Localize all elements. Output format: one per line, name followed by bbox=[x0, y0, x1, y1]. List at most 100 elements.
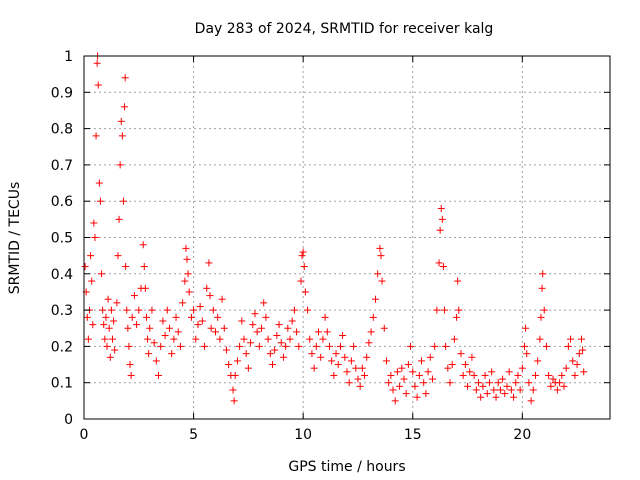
data-point bbox=[516, 386, 524, 394]
data-point bbox=[83, 313, 91, 321]
data-point bbox=[448, 361, 456, 369]
y-tick-label: 0.6 bbox=[51, 194, 73, 210]
data-point bbox=[155, 371, 163, 379]
data-point bbox=[472, 386, 480, 394]
data-point bbox=[442, 342, 450, 350]
data-point bbox=[365, 339, 373, 347]
data-point bbox=[114, 252, 122, 260]
data-point bbox=[361, 371, 369, 379]
data-point bbox=[454, 277, 462, 285]
data-point bbox=[220, 324, 228, 332]
data-point bbox=[525, 379, 533, 387]
data-point bbox=[96, 197, 104, 205]
data-point bbox=[450, 335, 458, 343]
data-point bbox=[424, 368, 432, 376]
data-point bbox=[161, 332, 169, 340]
data-point bbox=[229, 386, 237, 394]
x-axis-label: GPS time / hours bbox=[288, 459, 405, 475]
data-point bbox=[172, 313, 180, 321]
data-point bbox=[279, 353, 287, 361]
data-point bbox=[233, 357, 241, 365]
data-point bbox=[579, 346, 587, 354]
data-point bbox=[380, 324, 388, 332]
data-point bbox=[396, 382, 404, 390]
data-point bbox=[336, 342, 344, 350]
data-point bbox=[356, 382, 364, 390]
data-point bbox=[192, 335, 200, 343]
data-point bbox=[286, 335, 294, 343]
data-point bbox=[523, 350, 531, 358]
data-point bbox=[446, 379, 454, 387]
data-point bbox=[115, 215, 123, 223]
data-point bbox=[549, 375, 557, 383]
data-point bbox=[470, 371, 478, 379]
data-point bbox=[444, 364, 452, 372]
data-point bbox=[230, 397, 238, 405]
data-point bbox=[415, 371, 423, 379]
data-point bbox=[343, 368, 351, 376]
y-tick-label: 0.2 bbox=[51, 339, 73, 355]
data-point bbox=[179, 299, 187, 307]
data-point bbox=[105, 324, 113, 332]
data-point bbox=[126, 361, 134, 369]
data-point bbox=[409, 368, 417, 376]
x-tick-label: 0 bbox=[80, 427, 89, 443]
data-point bbox=[183, 255, 191, 263]
data-point bbox=[273, 332, 281, 340]
data-point bbox=[367, 328, 375, 336]
data-point bbox=[152, 357, 160, 365]
x-tick-label: 10 bbox=[294, 427, 312, 443]
data-point bbox=[306, 335, 314, 343]
data-point bbox=[435, 259, 443, 267]
data-point bbox=[464, 382, 472, 390]
y-tick-label: 0.3 bbox=[51, 303, 73, 319]
data-point bbox=[560, 382, 568, 390]
data-point bbox=[514, 371, 522, 379]
y-tick-label: 1 bbox=[64, 49, 73, 65]
data-point bbox=[249, 321, 257, 329]
data-point bbox=[496, 386, 504, 394]
data-point bbox=[87, 252, 95, 260]
data-point bbox=[103, 342, 111, 350]
data-point bbox=[238, 317, 246, 325]
data-point bbox=[437, 204, 445, 212]
data-point bbox=[198, 317, 206, 325]
data-point bbox=[288, 317, 296, 325]
data-point bbox=[420, 379, 428, 387]
data-point bbox=[436, 226, 444, 234]
data-point bbox=[113, 299, 121, 307]
y-tick-label: 0.5 bbox=[51, 231, 73, 247]
plot-frame bbox=[83, 55, 611, 420]
data-point bbox=[124, 324, 132, 332]
data-point bbox=[258, 324, 266, 332]
data-point bbox=[531, 371, 539, 379]
data-point bbox=[128, 313, 136, 321]
data-point bbox=[266, 350, 274, 358]
data-point bbox=[141, 284, 149, 292]
data-point bbox=[571, 371, 579, 379]
data-point bbox=[382, 357, 390, 365]
data-point bbox=[93, 59, 101, 67]
data-point bbox=[426, 353, 434, 361]
data-point bbox=[301, 288, 309, 296]
data-point bbox=[81, 263, 89, 271]
x-tick-label: 5 bbox=[189, 427, 198, 443]
data-point bbox=[206, 292, 214, 300]
data-point bbox=[391, 397, 399, 405]
data-point bbox=[89, 321, 97, 329]
data-point bbox=[106, 353, 114, 361]
data-point bbox=[567, 335, 575, 343]
data-point bbox=[334, 361, 342, 369]
data-point bbox=[578, 335, 586, 343]
data-point bbox=[95, 179, 103, 187]
data-point bbox=[122, 263, 130, 271]
data-point bbox=[157, 342, 165, 350]
data-point bbox=[479, 382, 487, 390]
data-point bbox=[102, 313, 110, 321]
data-point bbox=[231, 371, 239, 379]
data-point bbox=[534, 357, 542, 365]
data-point bbox=[101, 335, 109, 343]
y-tick-label: 0.9 bbox=[51, 85, 73, 101]
data-point bbox=[159, 317, 167, 325]
data-point bbox=[130, 292, 138, 300]
